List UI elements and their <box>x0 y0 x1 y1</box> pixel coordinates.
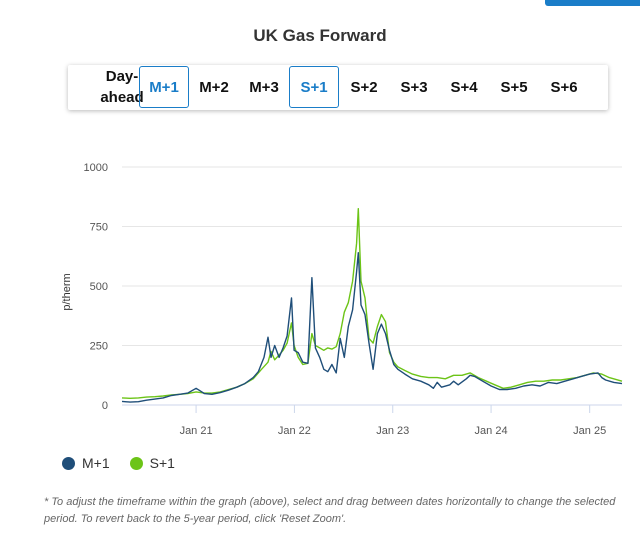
legend-marker-s1 <box>129 456 143 470</box>
tab-s2[interactable]: S+2 <box>350 78 378 96</box>
legend-item-m1[interactable]: M+1 <box>62 455 110 471</box>
gridlines <box>122 166 622 346</box>
contract-tab-bar: Day- ahead M+1 M+2 M+3 S+1 S+2 S+3 S+4 S… <box>68 65 608 110</box>
series-line-s1 <box>121 208 623 399</box>
y-tick-label: 500 <box>90 281 108 293</box>
page-title: UK Gas Forward <box>253 26 387 45</box>
chart-footnote: * To adjust the timeframe within the gra… <box>44 496 616 525</box>
legend-label-s1: S+1 <box>149 455 175 471</box>
x-tick-label: Jan 24 <box>475 425 508 437</box>
y-tick-label: 750 <box>90 222 108 234</box>
tab-day-ahead[interactable]: Day- ahead <box>100 68 144 106</box>
y-tick-label: 1000 <box>84 162 108 174</box>
chart-legend: M+1 S+1 <box>62 455 195 471</box>
x-tick-label: Jan 22 <box>278 425 311 437</box>
legend-label-m1: M+1 <box>82 455 110 471</box>
series-layer <box>121 208 623 403</box>
top-accent-bar <box>545 0 640 6</box>
tab-m2[interactable]: M+2 <box>199 78 229 96</box>
y-axis-label: p/therm <box>61 273 73 310</box>
y-tick-label: 0 <box>102 400 108 412</box>
x-tick-label: Jan 25 <box>573 425 606 437</box>
legend-item-s1[interactable]: S+1 <box>129 455 175 471</box>
tab-s6[interactable]: S+6 <box>550 78 578 96</box>
series-line-m1 <box>121 252 623 403</box>
tab-s4[interactable]: S+4 <box>450 78 478 96</box>
tab-m1[interactable]: M+1 <box>139 66 189 108</box>
price-chart[interactable]: 0 250 500 750 1000 Jan 21 Jan 22 Jan 23 Jan 24 Ja… <box>0 140 640 450</box>
tab-s5[interactable]: S+5 <box>500 78 528 96</box>
y-tick-label: 250 <box>90 341 108 353</box>
legend-marker-m1 <box>62 456 75 470</box>
x-tick-label: Jan 21 <box>180 425 213 437</box>
axes: 0 250 500 750 1000 Jan 21 Jan 22 Jan 23 Jan 24 Ja… <box>84 162 622 437</box>
tab-m3[interactable]: M+3 <box>249 78 279 96</box>
tab-s3[interactable]: S+3 <box>400 78 428 96</box>
x-tick-label: Jan 23 <box>376 425 409 437</box>
tab-s1[interactable]: S+1 <box>289 66 339 108</box>
